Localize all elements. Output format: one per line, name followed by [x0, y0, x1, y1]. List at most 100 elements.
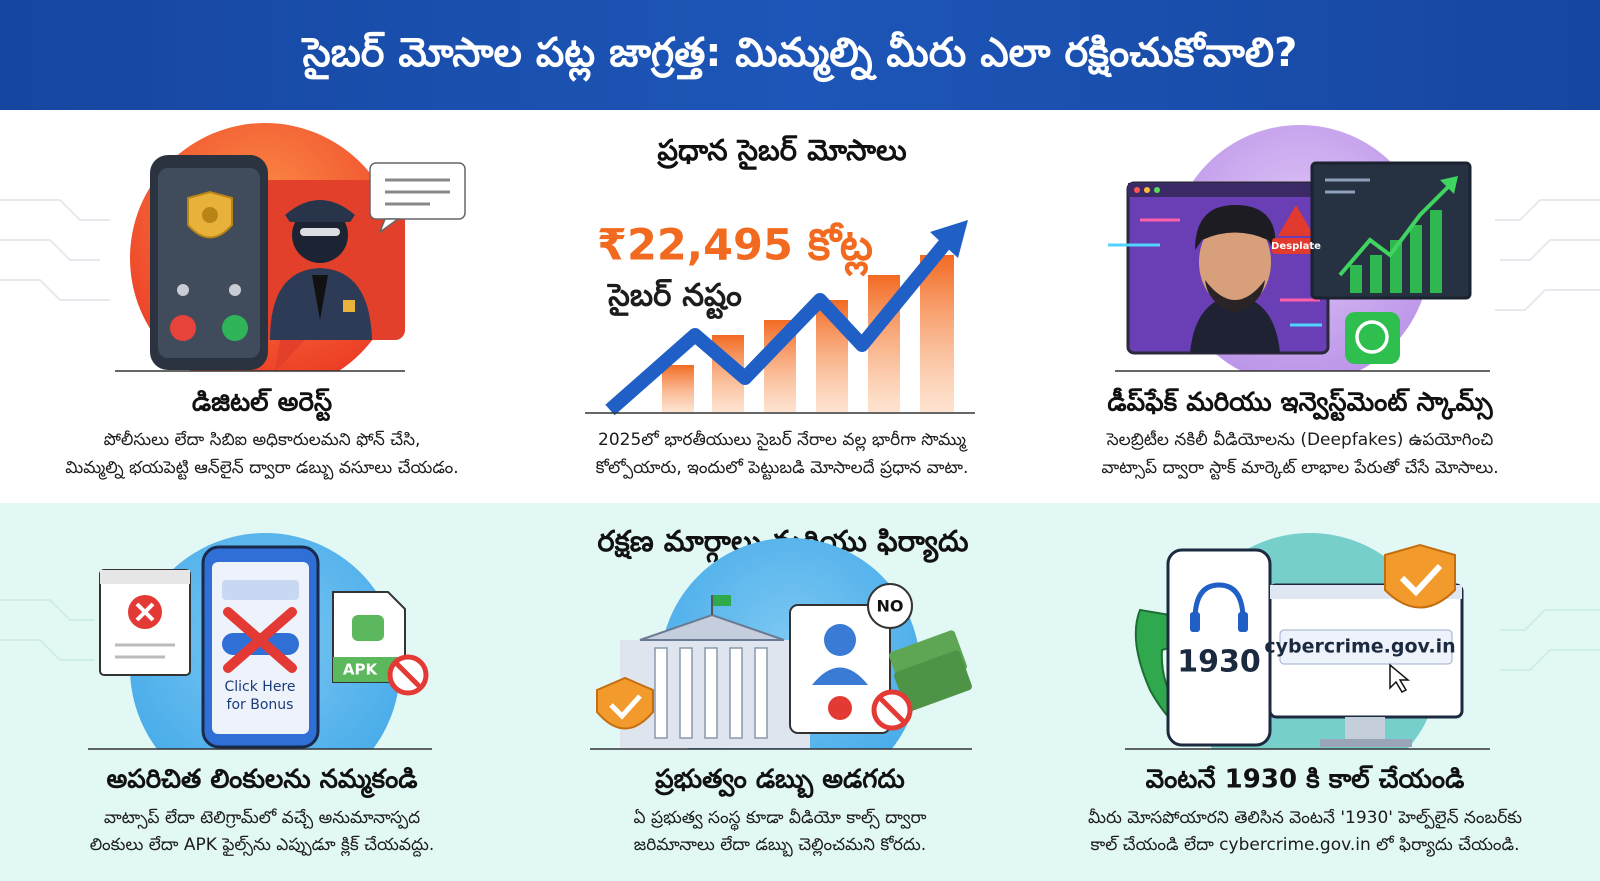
- digital-arrest-illustration-part: [275, 340, 305, 372]
- government-illustration-part: [812, 667, 868, 685]
- suspicious-link-illustration-part: [222, 580, 299, 600]
- stat-description: కోల్పోయారు, ఇందులో పెట్టుబడి మోసాలదే ప్ర…: [596, 458, 969, 480]
- header-bar: [0, 0, 1600, 110]
- deepfake-illustration-part: [1128, 183, 1328, 197]
- popup-text: for Bonus: [227, 697, 294, 713]
- digital-arrest-illustration-part: [378, 218, 401, 235]
- government-illustration-part: [828, 696, 852, 720]
- card-description: ఏ ప్రభుత్వ సంస్థ కూడా వీడియో కాల్స్ ద్వా…: [634, 808, 927, 831]
- circuit-decoration-part: [1500, 239, 1600, 261]
- refusal-bubble: NO: [877, 597, 904, 616]
- suspicious-link-illustration-part: [100, 570, 190, 584]
- warning-label: Desplate: [1271, 241, 1321, 252]
- growth-illustration-part: [662, 365, 694, 412]
- digital-arrest-illustration-part: [177, 284, 189, 296]
- government-illustration-part: [894, 650, 972, 712]
- growth-illustration-part: [920, 255, 954, 412]
- stat-amount: ₹22,495 కోట్ల: [597, 221, 873, 277]
- deepfake-illustration-part: [1144, 187, 1150, 193]
- deepfake-illustration-part: [1338, 183, 1452, 277]
- government-illustration-part: [639, 613, 785, 641]
- circuit-decoration-part: [0, 199, 110, 221]
- circuit-decoration: [0, 199, 1600, 671]
- website-address: cybercrime.gov.in: [1264, 636, 1455, 658]
- government-illustration: [596, 538, 972, 749]
- suspicious-link-illustration-part: [135, 602, 155, 622]
- digital-arrest-illustration-part: [285, 200, 355, 222]
- deepfake-illustration-part: [1108, 243, 1322, 327]
- government-illustration-part-part: [704, 647, 718, 739]
- deepfake-illustration-part: [1195, 205, 1276, 252]
- suspicious-link-illustration: [99, 533, 429, 749]
- deepfake-illustration-part-part: [1350, 265, 1362, 293]
- circuit-decoration-part: [0, 639, 95, 661]
- deepfake-illustration-part-part: [1370, 255, 1382, 293]
- deepfake-illustration-part: [1199, 216, 1271, 308]
- card-description: లింకులు లేదా APK ఫైల్స్‌ను ఎప్పుడూ క్లిక…: [90, 835, 435, 857]
- deepfake-illustration-part-part: [1410, 225, 1422, 293]
- helpline-illustration-part: [1389, 663, 1411, 693]
- deepfake-illustration-part-part: [1430, 210, 1442, 293]
- deepfake-illustration-part: [1355, 320, 1389, 354]
- card-description: కాల్ చేయండి లేదా cybercrime.gov.in లో ఫి…: [1090, 835, 1519, 857]
- helpline-illustration-part: [1238, 612, 1248, 632]
- helpline-illustration-part: [1320, 739, 1412, 747]
- government-illustration-part: [609, 694, 642, 720]
- circuit-decoration-part: [1495, 289, 1600, 311]
- card-description: మిమ్మల్ని భయపెట్టి ఆన్‌లైన్ ద్వారా డబ్బు…: [65, 458, 458, 480]
- card-description: వాట్సాప్ ద్వారా స్టాక్ మార్కెట్ లాభాల పే…: [1101, 458, 1498, 480]
- digital-arrest-illustration-part: [170, 315, 196, 341]
- helpline-number: 1930: [1177, 645, 1261, 680]
- circuit-decoration-part: [0, 279, 110, 301]
- digital-arrest-illustration-part: [202, 207, 218, 223]
- government-illustration-part: [824, 624, 856, 656]
- deepfake-illustration-part: [1190, 295, 1280, 353]
- digital-arrest-illustration-part: [385, 178, 450, 206]
- helpline-illustration-part: [1384, 543, 1456, 609]
- helpline-illustration-part: [1190, 612, 1200, 632]
- government-illustration-part: [878, 696, 906, 724]
- card-description: సెలబ్రిటీల నకిలీ వీడియోలను (Deepfakes) ఉ…: [1106, 430, 1494, 450]
- file-label: APK: [343, 661, 379, 679]
- helpline-illustration: [1134, 533, 1464, 749]
- suspicious-link-illustration-part: [352, 615, 384, 641]
- deepfake-illustration-part: [1350, 210, 1442, 293]
- growth-illustration-part: [930, 220, 968, 258]
- government-illustration-part: [596, 676, 654, 730]
- government-illustration-part: [654, 647, 768, 739]
- deepfake-illustration-part: [1134, 187, 1140, 193]
- government-illustration-part: [867, 583, 913, 629]
- suspicious-link-illustration-part: [223, 607, 297, 673]
- helpline-illustration-part: [1345, 717, 1385, 739]
- page-title: సైబర్ మోసాల పట్ల జాగ్రత్త: మిమ్మల్ని మీర…: [301, 30, 1298, 83]
- stat-label: సైబర్ నష్టం: [607, 278, 742, 320]
- deepfake-illustration-part: [1278, 205, 1314, 236]
- circuit-decoration-part: [1500, 649, 1600, 671]
- card-title: డిజిటల్ అరెస్ట్: [192, 388, 332, 422]
- circuit-decoration-part: [1500, 609, 1600, 631]
- digital-arrest-illustration-part: [229, 284, 241, 296]
- deepfake-illustration-part: [1440, 176, 1458, 194]
- digital-arrest-illustration-part: [343, 300, 355, 312]
- growth-illustration: [605, 220, 968, 416]
- digital-arrest-illustration-part: [222, 315, 248, 341]
- suspicious-link-illustration-part: [115, 643, 175, 659]
- card-description: వాట్సాప్ లేదా టెలిగ్రామ్‌లో వచ్చే అనుమాన…: [104, 808, 420, 829]
- section-heading: ప్రధాన సైబర్ మోసాలు: [656, 133, 907, 170]
- digital-arrest-illustration-part: [312, 275, 328, 320]
- government-illustration-part: [713, 595, 731, 606]
- helpline-illustration-part: [1279, 629, 1453, 665]
- digital-arrest-illustration: [130, 123, 466, 372]
- government-illustration-part-part: [679, 647, 693, 739]
- government-illustration-part-part: [754, 647, 768, 739]
- card-description: జరిమానాలు లేదా డబ్బు చెల్లించమని కోరదు.: [634, 835, 926, 857]
- digital-arrest-illustration-part: [158, 168, 260, 358]
- growth-illustration-part: [605, 235, 954, 416]
- card-title: అపరిచిత లింకులను నమ్మకండి: [106, 765, 417, 799]
- government-illustration-part-part: [654, 647, 668, 739]
- card-title: డీప్‌ఫేక్ మరియు ఇన్వెస్ట్‌మెంట్ స్కామ్స్: [1107, 387, 1493, 422]
- helpline-illustration-part: [1399, 563, 1443, 597]
- stat-description: 2025లో భారతీయులు సైబర్ నేరాల వల్ల భారీగా…: [598, 430, 968, 452]
